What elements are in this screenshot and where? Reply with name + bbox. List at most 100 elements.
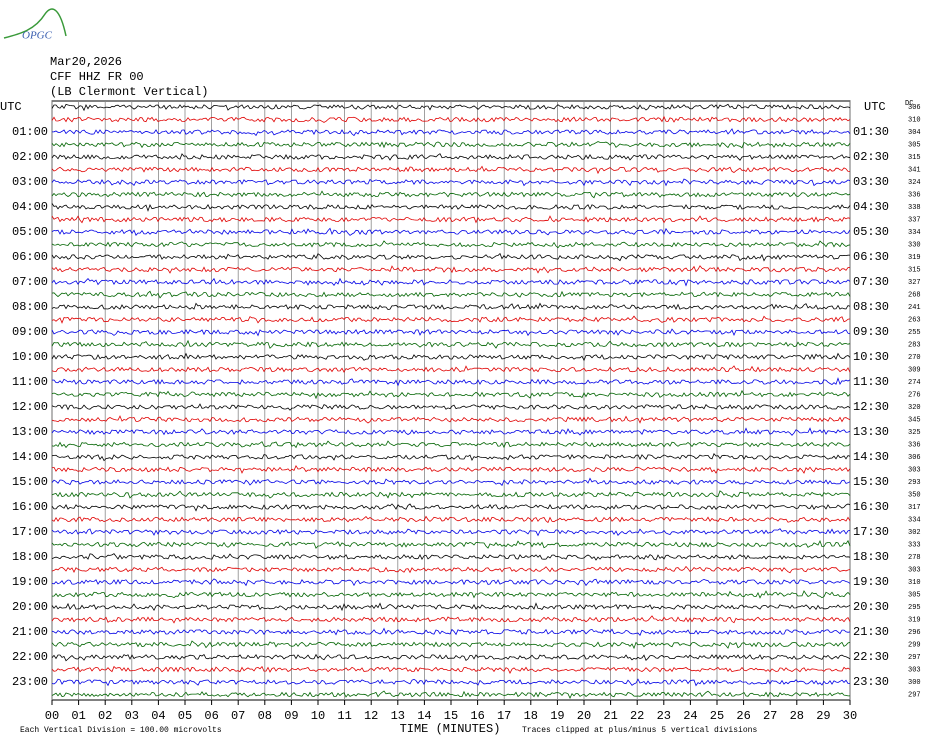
x-tick-label: 29 — [816, 709, 830, 723]
row-label-right: 20:30 — [853, 600, 889, 614]
row-label-left: 23:00 — [12, 675, 48, 689]
x-tick-label: 27 — [763, 709, 777, 723]
row-label-right: 16:30 — [853, 500, 889, 514]
x-tick-label: 19 — [550, 709, 564, 723]
trace — [51, 227, 851, 236]
dc-value: 299 — [908, 641, 921, 649]
dc-value: 334 — [908, 229, 921, 237]
dc-value: 276 — [908, 391, 921, 399]
trace — [51, 539, 851, 549]
dc-value: 255 — [908, 329, 921, 337]
x-tick-label: 11 — [337, 709, 351, 723]
dc-title: DC — [905, 100, 913, 108]
station: CFF HHZ FR 00 — [50, 70, 144, 84]
x-tick-label: 15 — [444, 709, 458, 723]
date: Mar20,2026 — [50, 55, 122, 69]
row-label-right: 21:30 — [853, 625, 889, 639]
x-tick-label: 23 — [657, 709, 671, 723]
row-label-left: 03:00 — [12, 175, 48, 189]
dc-value: 320 — [908, 404, 921, 412]
dc-value: 350 — [908, 491, 921, 499]
row-label-right: 05:30 — [853, 225, 889, 239]
x-tick-label: 03 — [125, 709, 139, 723]
dc-value: 306 — [908, 104, 921, 112]
row-label-left: 12:00 — [12, 400, 48, 414]
row-label-right: 06:30 — [853, 250, 889, 264]
trace — [51, 302, 851, 311]
x-tick-label: 20 — [577, 709, 591, 723]
dc-value: 327 — [908, 279, 921, 287]
trace — [51, 265, 851, 274]
row-label-left: 09:00 — [12, 325, 48, 339]
logo-text: OPGC — [22, 30, 53, 42]
row-label-right: 12:30 — [853, 400, 889, 414]
trace — [51, 115, 851, 123]
dc-value: 341 — [908, 166, 921, 174]
logo-mark — [3, 8, 67, 39]
right-title: UTC — [864, 100, 886, 114]
trace — [51, 290, 851, 299]
row-label-right: 17:30 — [853, 525, 889, 539]
dc-value: 297 — [908, 691, 921, 699]
x-tick-label: 12 — [364, 709, 378, 723]
dc-value: 305 — [908, 141, 921, 149]
trace — [51, 339, 851, 349]
x-tick-label: 00 — [45, 709, 59, 723]
row-label-right: 09:30 — [853, 325, 889, 339]
dc-value: 315 — [908, 154, 921, 162]
row-label-left: 13:00 — [12, 425, 48, 439]
x-tick-label: 30 — [843, 709, 857, 723]
x-tick-label: 07 — [231, 709, 245, 723]
row-label-left: 14:00 — [12, 450, 48, 464]
trace — [51, 490, 851, 499]
trace — [51, 615, 851, 624]
row-label-left: 22:00 — [12, 650, 48, 664]
trace — [51, 315, 851, 324]
dc-value: 295 — [908, 604, 921, 612]
trace — [51, 477, 851, 487]
row-label-right: 18:30 — [853, 550, 889, 564]
trace — [51, 240, 851, 249]
x-tick-label: 24 — [683, 709, 697, 723]
trace — [51, 141, 851, 149]
row-label-right: 02:30 — [853, 150, 889, 164]
trace — [51, 640, 851, 650]
dc-value: 274 — [908, 379, 921, 387]
x-tick-label: 09 — [284, 709, 298, 723]
dc-value: 317 — [908, 504, 921, 512]
dc-value: 241 — [908, 304, 921, 312]
trace — [51, 503, 851, 512]
row-label-left: 21:00 — [12, 625, 48, 639]
dc-value: 337 — [908, 216, 921, 224]
row-label-right: 04:30 — [853, 200, 889, 214]
row-label-left: 08:00 — [12, 300, 48, 314]
dc-value: 305 — [908, 591, 921, 599]
dc-value: 325 — [908, 429, 921, 437]
row-label-right: 15:30 — [853, 475, 889, 489]
row-label-left: 17:00 — [12, 525, 48, 539]
trace — [51, 653, 851, 662]
dc-value: 315 — [908, 266, 921, 274]
dc-value: 303 — [908, 666, 921, 674]
x-tick-label: 14 — [417, 709, 431, 723]
dc-value: 319 — [908, 616, 921, 624]
row-label-right: 10:30 — [853, 350, 889, 364]
trace — [51, 203, 851, 212]
dc-value: 306 — [908, 454, 921, 462]
dc-value: 283 — [908, 341, 921, 349]
x-tick-label: 10 — [311, 709, 325, 723]
x-tick-label: 21 — [603, 709, 617, 723]
x-tick-label: 05 — [178, 709, 192, 723]
row-label-left: 18:00 — [12, 550, 48, 564]
x-tick-label: 16 — [470, 709, 484, 723]
x-tick-label: 01 — [71, 709, 85, 723]
dc-value: 303 — [908, 566, 921, 574]
dc-value: 293 — [908, 479, 921, 487]
trace — [51, 365, 851, 373]
x-tick-label: 08 — [258, 709, 272, 723]
row-label-left: 16:00 — [12, 500, 48, 514]
trace — [51, 602, 851, 612]
row-label-left: 01:00 — [12, 125, 48, 139]
location: (LB Clermont Vertical) — [50, 85, 208, 99]
